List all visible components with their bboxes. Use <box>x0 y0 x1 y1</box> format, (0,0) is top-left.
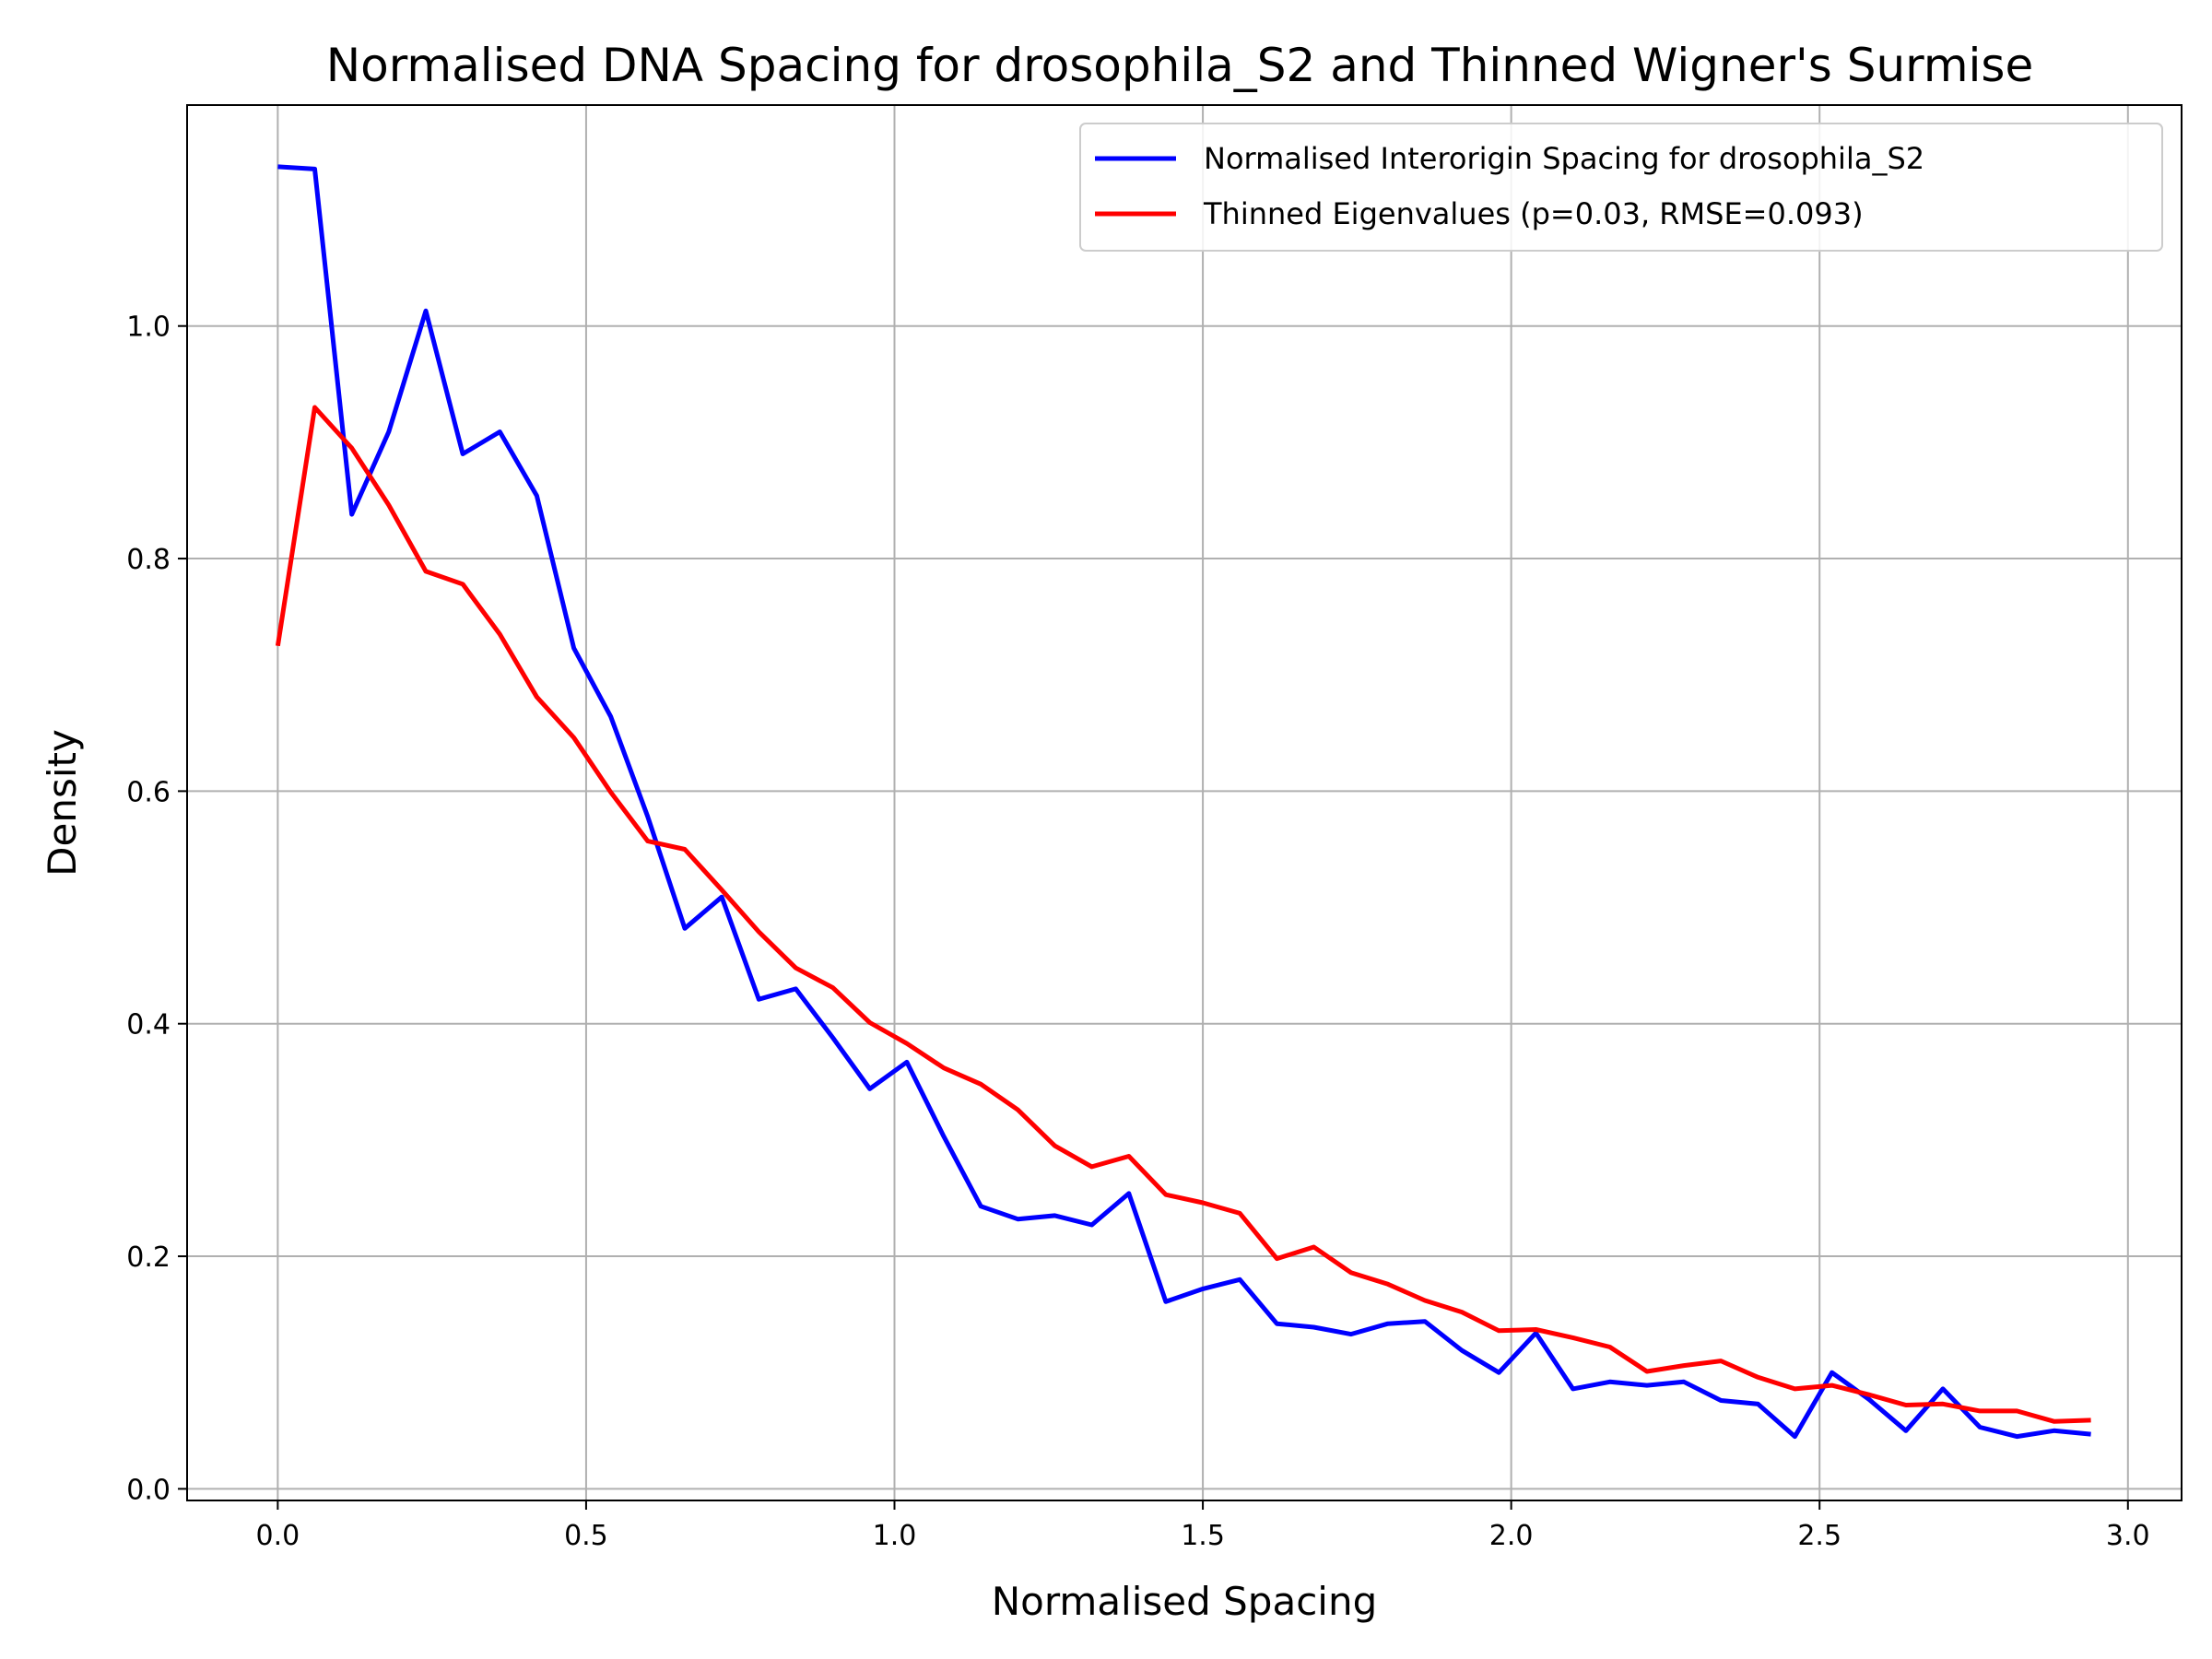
x-tick-label: 1.5 <box>1181 1520 1225 1552</box>
plot-frame <box>186 104 2183 1501</box>
chart-title: Normalised DNA Spacing for drosophila_S2… <box>326 39 2033 92</box>
y-tick-label: 1.0 <box>126 312 171 344</box>
x-tick-label: 0.5 <box>564 1520 608 1552</box>
legend-label-thinned: Thinned Eigenvalues (p=0.03, RMSE=0.093) <box>1203 196 1864 231</box>
y-axis: 0.0 0.2 0.4 0.6 0.8 1.0 <box>126 312 187 1506</box>
y-tick-label: 0.6 <box>126 776 171 808</box>
y-tick-label: 0.4 <box>126 1009 171 1041</box>
x-tick-label: 0.0 <box>256 1520 300 1552</box>
x-axis-title: Normalised Spacing <box>992 1579 1377 1624</box>
x-tick-label: 3.0 <box>2106 1520 2150 1552</box>
x-axis: 0.0 0.5 1.0 1.5 2.0 2.5 3.0 <box>256 1500 2150 1552</box>
y-tick-label: 0.8 <box>126 544 171 576</box>
series-line-1 <box>275 405 2091 1424</box>
x-tick-label: 2.0 <box>1489 1520 1534 1552</box>
y-tick-label: 0.2 <box>126 1241 171 1274</box>
legend-label-interorigin: Normalised Interorigin Spacing for droso… <box>1204 141 1924 176</box>
x-tick-label: 1.0 <box>873 1520 917 1552</box>
legend: Normalised Interorigin Spacing for droso… <box>1079 123 2163 252</box>
legend-frame <box>1079 123 2163 252</box>
y-axis-title: Density <box>40 729 85 877</box>
grid <box>187 105 2182 1500</box>
y-tick-label: 0.0 <box>126 1474 171 1506</box>
series-line-0 <box>277 164 2091 1440</box>
plot-area <box>275 164 2091 1440</box>
x-tick-label: 2.5 <box>1797 1520 1841 1552</box>
